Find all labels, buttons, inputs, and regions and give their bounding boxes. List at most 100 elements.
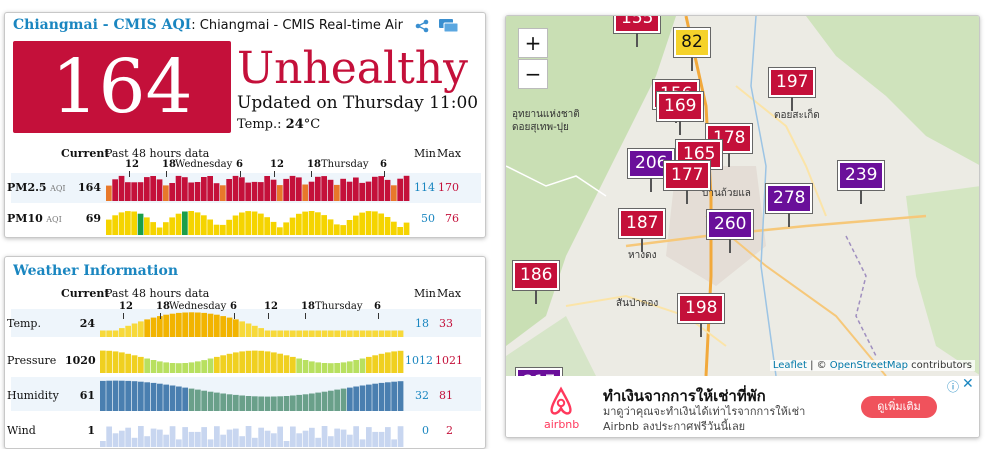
temp-min: 18 — [415, 317, 429, 330]
spark-bar — [315, 330, 321, 337]
spark-bar — [403, 175, 410, 201]
spark-bar — [233, 428, 239, 447]
zoom-out-button[interactable]: − — [518, 59, 548, 89]
spark-bar — [207, 176, 213, 201]
spark-bar — [321, 426, 328, 447]
aqi-header: Chiangmai - CMIS AQI: Chiangmai - CMIS R… — [13, 17, 403, 33]
aqi-marker[interactable]: 82 — [673, 27, 711, 71]
spark-bar — [258, 182, 264, 201]
aqi-marker[interactable]: 260 — [705, 209, 755, 253]
humidity-min: 32 — [415, 389, 429, 402]
spark-bar — [378, 353, 385, 373]
aqi-marker[interactable]: 187 — [617, 208, 667, 252]
embed-widget-icon[interactable] — [439, 19, 459, 33]
spark-bar — [207, 219, 213, 235]
aqi-card: Chiangmai - CMIS AQI: Chiangmai - CMIS R… — [4, 12, 486, 238]
wx-col-min: Min — [414, 287, 436, 300]
aqi-marker[interactable]: 198 — [676, 293, 726, 337]
spark-bar — [106, 330, 112, 337]
spark-bar — [271, 396, 277, 411]
ad-info-icon[interactable]: ⓘ — [947, 380, 960, 394]
wind-min: 0 — [422, 424, 429, 437]
aqi-marker[interactable]: 197 — [767, 67, 817, 111]
spark-bar — [150, 382, 157, 411]
aqi-marker[interactable]: 169 — [655, 91, 705, 135]
spark-bar — [321, 176, 327, 201]
spark-bar — [106, 219, 112, 235]
spark-bar — [391, 351, 397, 373]
aqi-marker[interactable]: 177 — [662, 160, 712, 204]
aqi-marker[interactable]: 186 — [511, 260, 561, 304]
col-min: Min — [414, 147, 436, 160]
spark-bar — [258, 328, 264, 337]
spark-bar — [176, 386, 182, 411]
leaflet-link[interactable]: Leaflet — [772, 360, 807, 371]
spark-bar — [258, 213, 264, 235]
spark-bar — [334, 389, 340, 411]
spark-bar — [188, 362, 195, 373]
spark-bar — [112, 330, 119, 337]
temp-max: 33 — [439, 317, 453, 330]
station-title[interactable]: Chiangmai - CMIS AQI — [13, 17, 192, 33]
spark-bar — [201, 215, 207, 235]
map-attribution: Leaflet | © OpenStreetMap contributors — [769, 360, 975, 371]
spark-bar — [150, 222, 156, 235]
spark-bar — [150, 360, 157, 373]
spark-bar — [125, 380, 131, 411]
zoom-in-button[interactable]: + — [518, 28, 548, 58]
ad-title[interactable]: ทำเงินจากการให้เช่าที่พัก — [603, 387, 766, 405]
temp-label: Temp. — [7, 317, 41, 330]
spark-bar — [100, 350, 106, 373]
airbnb-logo-icon — [550, 386, 572, 415]
wind-max: 2 — [446, 424, 453, 437]
spark-bar — [321, 363, 328, 373]
spark-bar — [289, 217, 296, 235]
spark-bar — [277, 353, 283, 373]
osm-link[interactable]: OpenStreetMap — [829, 360, 908, 371]
spark-bar — [138, 356, 144, 373]
spark-bar — [302, 430, 309, 447]
ad-banner[interactable]: airbnb ทำเงินจากการให้เช่าที่พัก มาดูว่า… — [506, 376, 979, 437]
spark-bar — [378, 213, 384, 235]
spark-bar — [264, 396, 271, 411]
spark-bar — [239, 177, 245, 201]
spark-bar — [239, 321, 245, 337]
axis-tick-line — [268, 313, 269, 319]
spark-bar — [226, 394, 233, 411]
spark-bar — [397, 350, 404, 373]
spark-bar — [195, 431, 201, 447]
spark-bar — [264, 330, 271, 337]
col-max: Max — [437, 147, 462, 160]
aqi-marker[interactable]: 239 — [836, 160, 886, 204]
spark-bar — [308, 211, 315, 235]
spark-bar — [258, 427, 264, 447]
spark-bar — [100, 441, 106, 447]
spark-bar — [353, 215, 359, 235]
spark-bar — [233, 352, 239, 373]
spark-bar — [157, 316, 163, 337]
ad-cta-button[interactable]: ดูเพิ่มเติม — [861, 396, 937, 418]
spark-bar — [290, 426, 296, 447]
spark-bar — [150, 317, 157, 337]
spark-bar — [290, 330, 296, 337]
aqi-marker[interactable]: 278 — [764, 183, 814, 227]
spark-bar — [327, 179, 334, 201]
spark-bar — [397, 330, 404, 337]
aqi-map[interactable]: + − อุทยานแห่งชาติดอยสุเทพ-ปุย ตอยสะเก็ด… — [506, 16, 979, 376]
spark-bar — [340, 178, 346, 201]
spark-bar — [118, 212, 125, 235]
share-icon[interactable] — [415, 19, 429, 33]
spark-bar — [163, 362, 169, 373]
spark-bar — [220, 355, 226, 373]
axis-hour-label: 12 — [119, 301, 133, 312]
map-card: + − อุทยานแห่งชาติดอยสุเทพ-ปุย ตอยสะเก็ด… — [505, 15, 980, 438]
ad-close-icon[interactable]: ✕ — [962, 376, 974, 392]
spark-bar — [213, 224, 220, 235]
spark-bar — [359, 358, 366, 373]
pressure-min: 1012 — [405, 354, 433, 367]
spark-bar — [296, 433, 302, 447]
spark-bar — [201, 390, 207, 411]
place-label: บ้านถ้วยแล — [702, 188, 751, 199]
aqi-marker[interactable]: 155 — [612, 16, 662, 47]
aqi-marker[interactable]: 217 — [514, 367, 564, 376]
